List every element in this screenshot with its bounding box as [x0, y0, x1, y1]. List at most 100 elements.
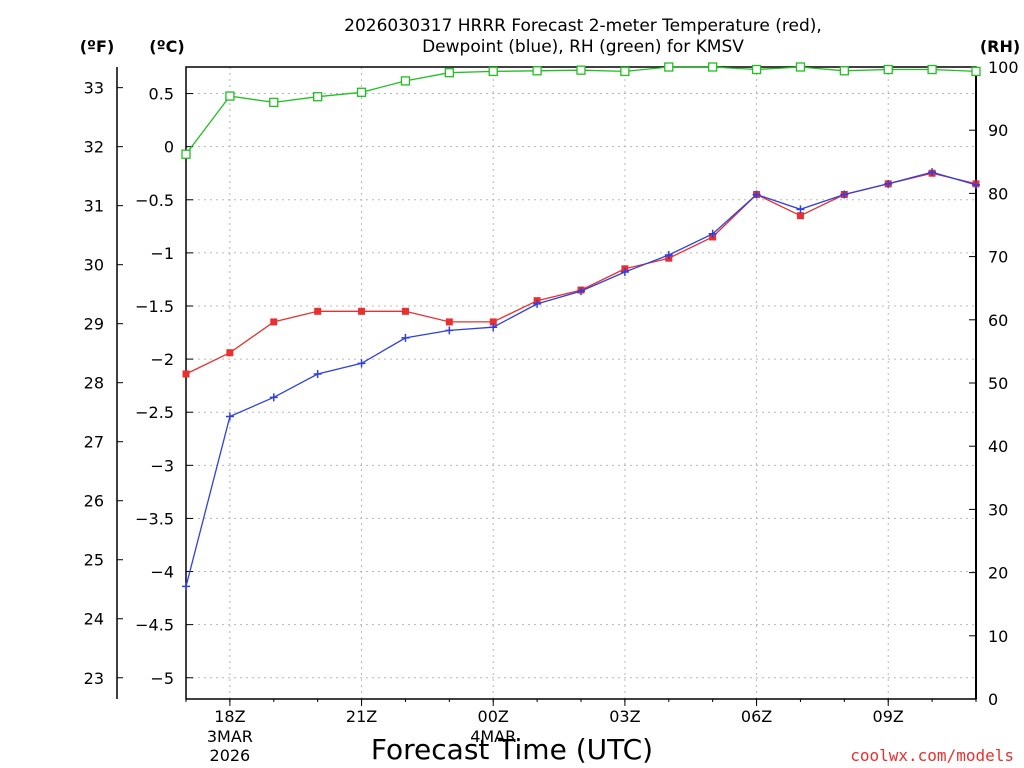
temperature-point	[445, 318, 453, 326]
rh-point	[444, 68, 454, 78]
fahrenheit-tick-label: 28	[84, 374, 104, 393]
rh-point	[620, 66, 630, 77]
rh-point	[927, 64, 937, 75]
fahrenheit-unit-label: (ºF)	[80, 37, 115, 56]
temperature-line	[185, 172, 977, 375]
dewpoint-point	[840, 190, 849, 199]
fahrenheit-tick-label: 31	[84, 197, 104, 216]
rh-tick-label: 0	[988, 690, 998, 709]
temperature-point	[358, 307, 366, 315]
dewpoint-point	[796, 205, 805, 214]
rh-point	[313, 92, 323, 102]
rh-tick-label: 10	[988, 627, 1008, 646]
rh-point	[400, 76, 411, 86]
x-tick-year: 2026	[210, 746, 251, 765]
rh-point	[576, 65, 586, 75]
fahrenheit-tick-label: 32	[84, 138, 104, 157]
celsius-unit-label: (ºC)	[149, 37, 184, 56]
temperature-point	[182, 370, 190, 378]
dewpoint-point	[577, 287, 585, 296]
rh-tick-label: 80	[988, 184, 1008, 203]
rh-tick-label: 90	[988, 121, 1008, 140]
fahrenheit-tick-label: 27	[84, 433, 104, 452]
dewpoint-point	[972, 180, 980, 189]
dewpoint-point	[401, 333, 410, 342]
rh-point	[751, 64, 762, 75]
rh-tick-label: 60	[988, 311, 1008, 330]
dewpoint-point	[445, 326, 454, 335]
chart-title-line-2: Dewpoint (blue), RH (green) for KMSV	[422, 37, 744, 57]
rh-point	[269, 97, 279, 108]
rh-point	[225, 91, 235, 101]
dewpoint-point	[225, 412, 234, 421]
rh-tick-label: 40	[988, 437, 1008, 456]
dewpoint-point	[620, 268, 629, 277]
dewpoint-point	[533, 299, 542, 308]
dewpoint-point	[489, 323, 498, 332]
temperature-point	[489, 318, 497, 326]
dewpoint-point	[269, 393, 278, 402]
rh-tick-label: 20	[988, 564, 1008, 583]
fahrenheit-tick-label: 33	[84, 79, 104, 98]
rh-tick-label: 100	[988, 58, 1019, 77]
dewpoint-point	[182, 582, 190, 591]
rh-point	[708, 62, 718, 72]
temperature-point	[226, 349, 234, 357]
x-tick-date: 4MAR	[470, 727, 516, 746]
rh-line	[185, 66, 977, 155]
celsius-tick-label: −3	[150, 456, 174, 475]
rh-point	[795, 62, 806, 72]
rh-tick-label: 50	[988, 374, 1008, 393]
rh-point	[181, 149, 191, 159]
celsius-tick-label: −2	[150, 350, 174, 369]
x-tick-label: 21Z	[346, 707, 377, 726]
dewpoint-point	[357, 359, 366, 368]
rh-point	[839, 66, 849, 76]
rh-unit-label: (RH)	[980, 37, 1020, 56]
grid-lines	[186, 67, 976, 699]
rh-point	[664, 62, 674, 72]
fahrenheit-tick-label: 30	[84, 256, 104, 275]
dewpoint-point	[313, 369, 322, 378]
x-tick-date: 3MAR	[207, 727, 253, 746]
fahrenheit-tick-label: 25	[84, 551, 104, 570]
fahrenheit-tick-label: 23	[84, 669, 104, 688]
rh-tick-label: 70	[988, 248, 1008, 267]
x-tick-label: 09Z	[873, 707, 904, 726]
celsius-tick-label: −4	[150, 563, 174, 582]
celsius-tick-label: −1.5	[135, 297, 174, 316]
x-tick-label: 06Z	[741, 707, 772, 726]
x-tick-label: 03Z	[609, 707, 640, 726]
x-axis-label: Forecast Time (UTC)	[371, 733, 653, 766]
rh-point	[883, 64, 893, 75]
rh-point	[532, 66, 542, 76]
dewpoint-point	[884, 179, 893, 188]
dewpoint-point	[928, 168, 937, 177]
temperature-point	[796, 212, 804, 220]
rh-point	[971, 66, 981, 77]
dewpoint-point	[664, 251, 673, 260]
axis-ticks: 0.5 0 −0.5 −1 −1.5 −2 −2.5 −3 −3.5 −4 −4.5 −5 33 32 31…	[84, 58, 1019, 765]
dewpoint-point	[752, 190, 761, 199]
celsius-tick-label: 0.5	[149, 85, 174, 104]
dewpoint-line	[185, 171, 977, 587]
celsius-tick-label: −2.5	[135, 403, 174, 422]
x-tick-label: 00Z	[478, 707, 509, 726]
source-credit: coolwx.com/models	[850, 746, 1014, 765]
rh-tick-label: 30	[988, 500, 1008, 519]
celsius-tick-label: −1	[150, 244, 174, 263]
celsius-tick-label: −0.5	[135, 191, 174, 210]
celsius-tick-label: −5	[150, 669, 174, 688]
x-tick-label: 18Z	[214, 707, 245, 726]
celsius-tick-label: −3.5	[135, 509, 174, 528]
fahrenheit-tick-label: 24	[84, 610, 104, 629]
plot-frame	[185, 66, 977, 700]
chart-title-line-1: 2026030317 HRRR Forecast 2-meter Tempera…	[344, 16, 822, 36]
rh-point	[488, 66, 498, 77]
dewpoint-point	[708, 229, 717, 238]
temperature-point	[401, 307, 409, 315]
fahrenheit-tick-label: 26	[84, 492, 104, 511]
data-series	[181, 62, 981, 591]
fahrenheit-tick-label: 29	[84, 315, 104, 334]
